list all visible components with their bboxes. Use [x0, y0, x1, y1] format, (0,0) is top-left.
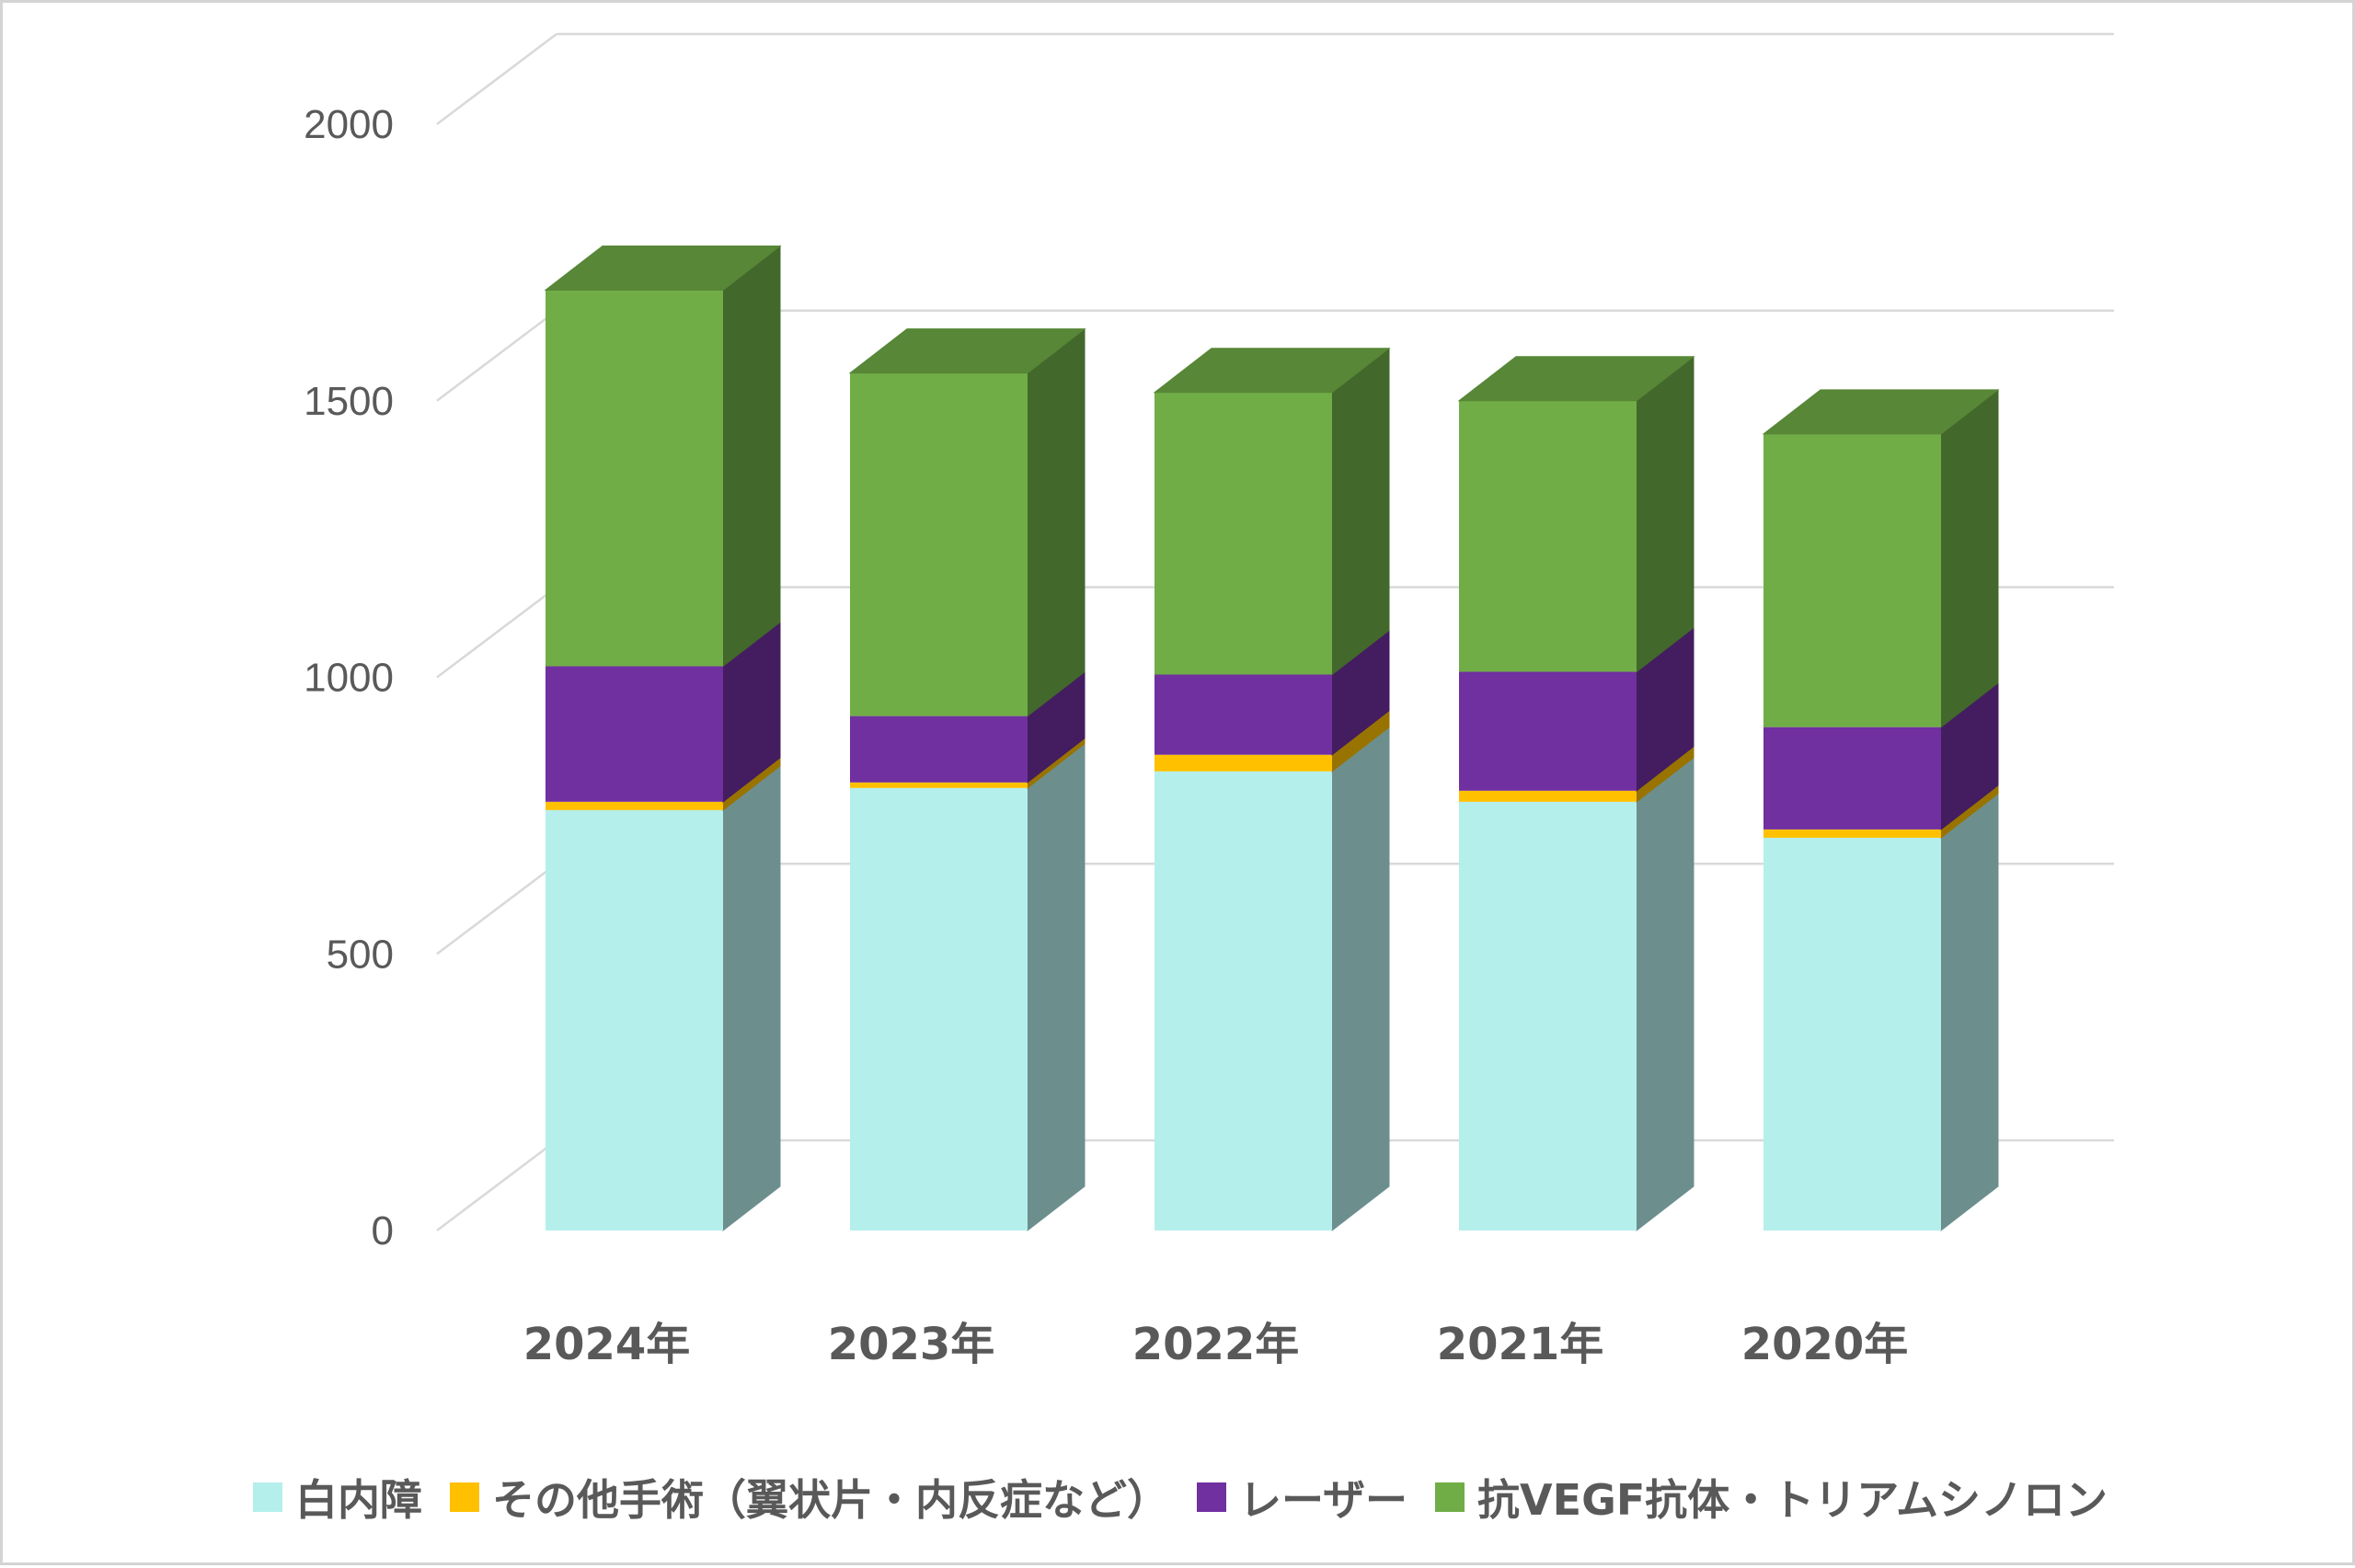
- bar-segment-3-3: [1459, 400, 1637, 672]
- bar-top-1: [848, 328, 1086, 374]
- bar-top-2: [1153, 348, 1391, 394]
- bar-segment-0-1: [850, 787, 1028, 1230]
- bar-segment-1-3: [1459, 790, 1637, 802]
- legend: 白内障 その他手術（翼状片・内反症など） レーザー 抗VEGF抗体・トリアムシノ…: [3, 1465, 2355, 1529]
- bar-segment-3-1: [850, 372, 1028, 716]
- bar-segment-1-1: [850, 782, 1028, 788]
- bar-top-3: [1457, 356, 1695, 402]
- x-category-label-3: 2021年: [1437, 1319, 1604, 1370]
- x-category-label-4: 2020年: [1741, 1319, 1909, 1370]
- legend-label-cataract: 白内障: [294, 1475, 422, 1525]
- legend-swatch-anti-vegf: [1435, 1482, 1465, 1512]
- legend-item-anti-vegf: 抗VEGF抗体・トリアムシノロン: [1435, 1467, 2108, 1528]
- bar-segment-0-4: [1763, 837, 1941, 1230]
- bar-side-3-1: [1027, 327, 1086, 717]
- gridline-diagonal-0: [436, 1139, 557, 1231]
- legend-label-other-surgery: その他手術（翼状片・内反症など）: [491, 1475, 1169, 1525]
- legend-label-laser: レーザー: [1238, 1475, 1408, 1525]
- bar-side-3-4: [1940, 388, 1999, 728]
- bar-side-0-4: [1940, 792, 1999, 1232]
- gridline-diagonal-2000: [436, 33, 557, 125]
- bar-top-0: [544, 245, 782, 291]
- bar-side-3-2: [1331, 347, 1390, 676]
- legend-swatch-other-surgery: [449, 1482, 479, 1512]
- bar-segment-2-0: [546, 666, 723, 802]
- bar-side-0-3: [1636, 756, 1694, 1232]
- bar-segment-0-2: [1155, 771, 1332, 1230]
- bar-segment-3-0: [546, 290, 723, 667]
- bar-side-3-0: [722, 245, 781, 668]
- legend-swatch-laser: [1196, 1482, 1226, 1512]
- y-tick-label-2000: 2000: [304, 102, 394, 147]
- bar-side-0-2: [1331, 726, 1390, 1232]
- bar-side-0-0: [722, 764, 781, 1232]
- gridline-diagonal-1000: [436, 586, 557, 679]
- gridline-diagonal-500: [436, 863, 557, 956]
- bar-segment-2-1: [850, 715, 1028, 783]
- bar-side-3-3: [1636, 355, 1694, 673]
- legend-item-laser: レーザー: [1196, 1467, 1408, 1528]
- legend-swatch-cataract: [252, 1482, 282, 1512]
- y-tick-label-0: 0: [372, 1208, 394, 1253]
- bar-segment-3-4: [1763, 433, 1941, 727]
- y-tick-label-1000: 1000: [304, 656, 394, 701]
- bar-segment-1-2: [1155, 754, 1332, 772]
- bar-top-4: [1762, 389, 2000, 435]
- bar-segment-1-0: [546, 801, 723, 810]
- bar-segment-0-3: [1459, 801, 1637, 1230]
- stacked-3d-bar-chart: 0 500 1000 1500 2000 2024年 2023年 2022年 2021年 2020…: [304, 32, 2114, 1370]
- bar-segment-0-0: [546, 809, 723, 1230]
- bar-segment-2-3: [1459, 671, 1637, 791]
- bar-segment-2-4: [1763, 727, 1941, 830]
- bar-segment-2-2: [1155, 674, 1332, 755]
- x-category-label-2: 2022年: [1132, 1319, 1300, 1370]
- legend-item-cataract: 白内障: [252, 1467, 422, 1528]
- x-category-label-0: 2024年: [523, 1319, 691, 1370]
- bar-side-0-1: [1027, 742, 1086, 1232]
- y-tick-label-1500: 1500: [304, 379, 394, 424]
- bar-segment-1-4: [1763, 829, 1941, 838]
- gridline-diagonal-1500: [436, 309, 557, 402]
- legend-item-other-surgery: その他手術（翼状片・内反症など）: [449, 1467, 1169, 1528]
- legend-label-anti-vegf: 抗VEGF抗体・トリアムシノロン: [1477, 1475, 2108, 1525]
- y-tick-label-500: 500: [327, 932, 394, 977]
- x-category-label-1: 2023年: [828, 1319, 995, 1370]
- bar-segment-3-2: [1155, 392, 1332, 675]
